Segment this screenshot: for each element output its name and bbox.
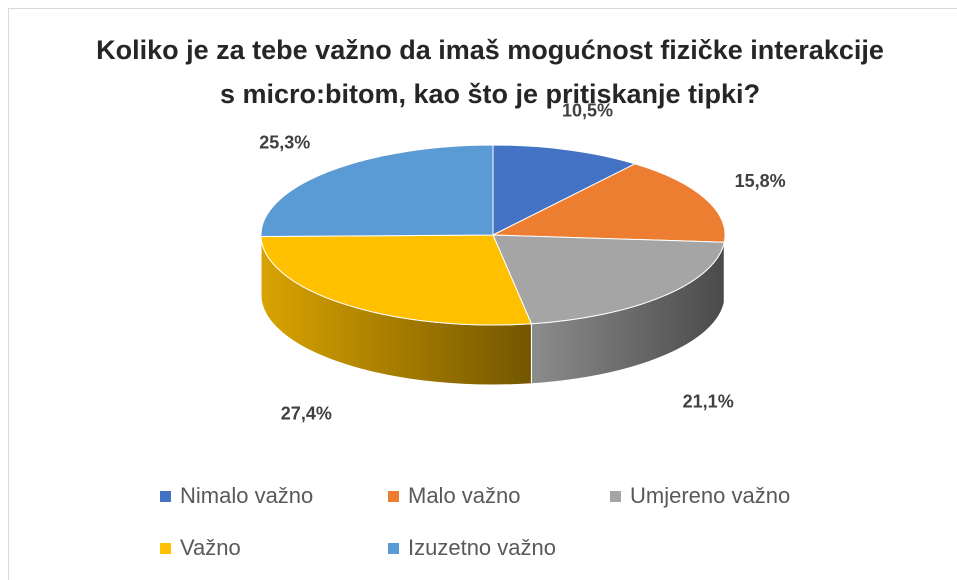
legend-label: Nimalo važno (180, 483, 313, 508)
chart-title: Koliko je za tebe važno da imaš mogućnos… (96, 35, 884, 109)
legend-swatch (610, 491, 621, 502)
slice (492, 234, 725, 325)
slice (492, 163, 726, 243)
legend-label: Umjereno važno (630, 483, 790, 508)
legend-swatch (388, 491, 399, 502)
data-label: 10,5% (562, 101, 613, 121)
slice (492, 144, 637, 236)
legend-swatch (160, 543, 171, 554)
data-label: 15,8% (735, 171, 786, 191)
data-label: 25,3% (259, 133, 310, 153)
legend-label: Malo važno (408, 483, 521, 508)
slice (260, 234, 533, 326)
legend-label: Važno (180, 535, 241, 560)
slice (260, 144, 494, 238)
data-label: 27,4% (281, 404, 332, 424)
legend-swatch (388, 543, 399, 554)
data-label: 21,1% (683, 392, 734, 412)
legend-swatch (160, 491, 171, 502)
legend-label: Izuzetno važno (408, 535, 556, 560)
chart-border (8, 8, 957, 580)
